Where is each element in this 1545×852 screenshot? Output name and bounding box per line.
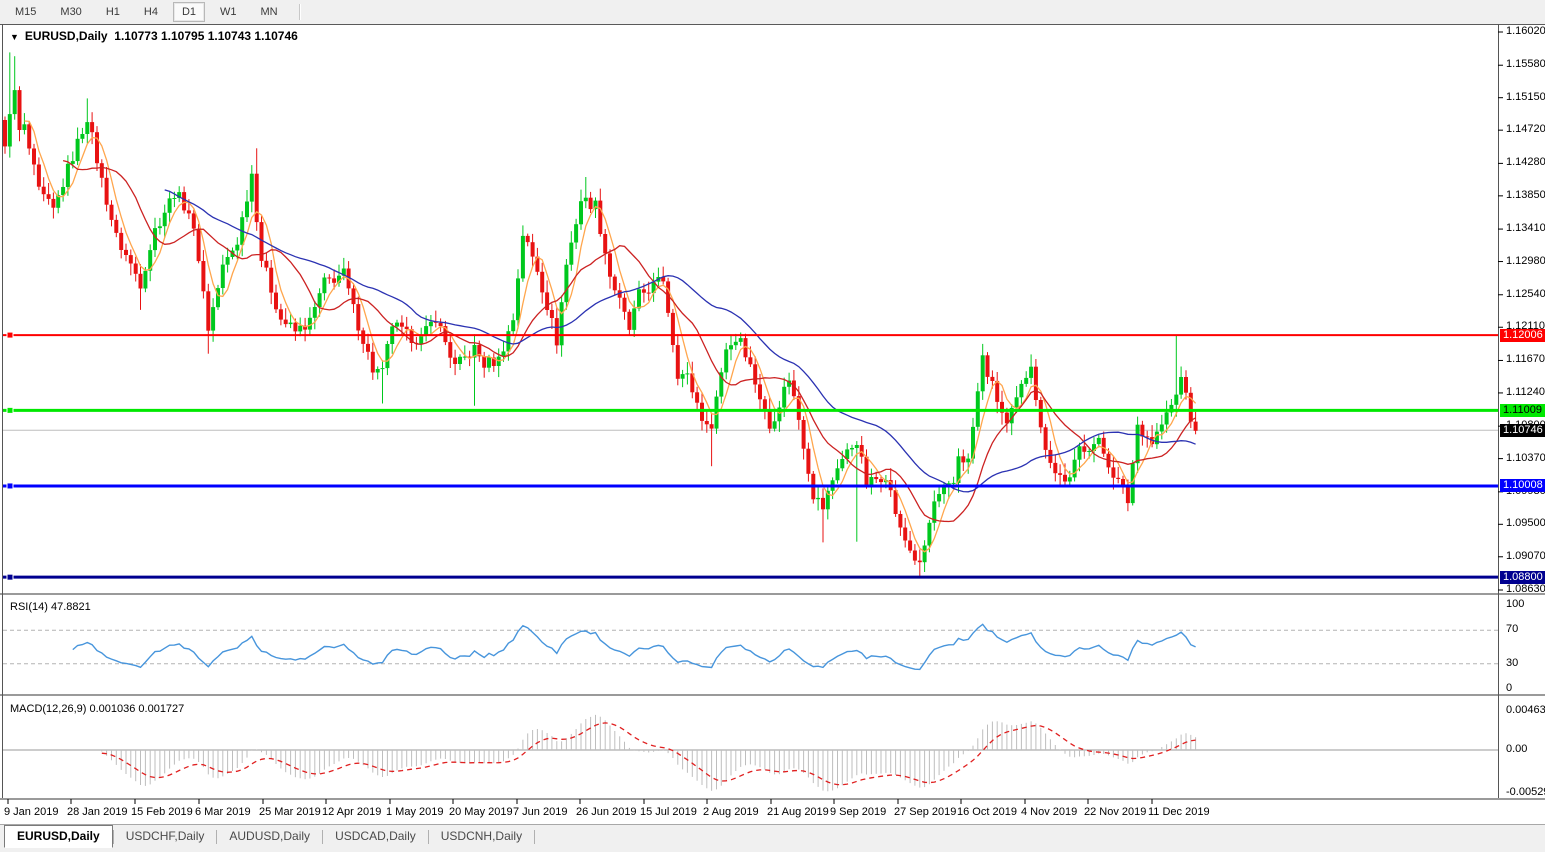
date-tick-label: 28 Jan 2019 (67, 806, 128, 818)
hline-price-badge: 1.12006 (1500, 328, 1545, 342)
timeframe-button-mn[interactable]: MN (260, 5, 278, 18)
date-tick-label: 6 Mar 2019 (195, 806, 251, 818)
macd-tick-label: 0.00463 (1506, 703, 1545, 716)
hline-price-badge: 1.10008 (1500, 479, 1545, 493)
price-tick-label: 1.13850 (1506, 188, 1545, 201)
date-tick-label: 25 Mar 2019 (259, 806, 321, 818)
price-tick-label: 1.09500 (1506, 517, 1545, 530)
toolbar-separator (298, 3, 301, 20)
tab-separator (534, 830, 536, 844)
date-tick-label: 20 May 2019 (449, 806, 513, 818)
tab-separator (322, 830, 324, 844)
date-tick-label: 16 Oct 2019 (957, 806, 1017, 818)
macd-tick-label: -0.00529 (1506, 786, 1545, 798)
date-tick-label: 12 Apr 2019 (322, 806, 382, 818)
price-tick-label: 1.14720 (1506, 123, 1545, 136)
date-tick-label: 15 Jul 2019 (640, 806, 697, 818)
hline-price-badge: 1.08800 (1500, 570, 1545, 584)
timeframe-button-h4[interactable]: H4 (143, 5, 158, 18)
price-tick-label: 1.15150 (1506, 90, 1545, 103)
current-price-badge: 1.10746 (1500, 423, 1545, 437)
price-tick-label: 1.13410 (1506, 222, 1545, 235)
macd-tick-label: 0.00 (1506, 743, 1528, 755)
price-tick-label: 1.16020 (1506, 25, 1545, 37)
tab-separator (216, 830, 218, 844)
price-tick-label: 1.10370 (1506, 451, 1545, 464)
timeframe-button-h1[interactable]: H1 (105, 5, 120, 18)
price-tick-label: 1.15580 (1506, 58, 1545, 71)
rsi-tick-label: 100 (1506, 598, 1525, 610)
chart-tab-bar: EURUSD,Daily USDCHF,Daily AUDUSD,Daily USDC… (0, 824, 1545, 852)
chart-tab-eurusd[interactable]: EURUSD,Daily (4, 825, 113, 848)
chart-tab-usdcad[interactable]: USDCAD,Daily (335, 829, 416, 843)
price-tick-label: 1.11240 (1506, 385, 1545, 398)
tab-separator (427, 830, 429, 844)
rsi-panel[interactable] (0, 595, 1545, 694)
rsi-tick-label: 30 (1506, 656, 1519, 669)
price-tick-label: 1.12980 (1506, 254, 1545, 267)
rsi-tick-label: 70 (1506, 623, 1519, 636)
price-tick-label: 1.12540 (1506, 287, 1545, 300)
date-tick-label: 15 Feb 2019 (131, 806, 193, 818)
price-tick-label: 1.09070 (1506, 549, 1545, 562)
date-tick-label: 26 Jun 2019 (576, 806, 637, 818)
rsi-tick-label: 0 (1506, 682, 1513, 694)
chart-tab-usdchf[interactable]: USDCHF,Daily (125, 829, 205, 843)
date-axis[interactable]: 9 Jan 2019 28 Jan 2019 15 Feb 2019 6 Mar 20… (0, 800, 1545, 824)
date-tick-label: 7 Jun 2019 (513, 806, 568, 818)
main-chart-panel[interactable] (0, 24, 1545, 593)
date-tick-label: 27 Sep 2019 (894, 806, 957, 818)
date-tick-label: 9 Sep 2019 (830, 806, 887, 818)
chart-ohlc-values: 1.10773 1.10795 1.10743 1.10746 (114, 29, 298, 43)
date-tick-label: 9 Jan 2019 (4, 806, 59, 818)
date-tick-label: 1 May 2019 (386, 806, 444, 818)
macd-panel[interactable] (0, 696, 1545, 798)
price-tick-label: 1.14280 (1506, 156, 1545, 169)
macd-header: MACD(12,26,9) 0.001036 0.001727 (10, 703, 185, 715)
timeframe-button-m30[interactable]: M30 (60, 5, 82, 18)
date-tick-label: 2 Aug 2019 (703, 806, 759, 818)
rsi-header: RSI(14) 47.8821 (10, 601, 91, 613)
date-tick-label: 4 Nov 2019 (1021, 806, 1078, 818)
date-tick-label: 21 Aug 2019 (767, 806, 829, 818)
chart-symbol-label: EURUSD,Daily (24, 29, 108, 43)
chevron-down-icon[interactable]: ▼ (10, 32, 19, 42)
tab-separator (112, 830, 114, 844)
timeframe-button-w1[interactable]: W1 (220, 5, 237, 18)
price-tick-label: 1.11670 (1506, 353, 1545, 366)
hline-price-badge: 1.11009 (1500, 403, 1545, 417)
chart-title: ▼ EURUSD,Daily 1.10773 1.10795 1.10743 1.… (10, 29, 298, 43)
chart-tab-audusd[interactable]: AUDUSD,Daily (229, 829, 311, 843)
chart-tab-usdcnh[interactable]: USDCNH,Daily (440, 829, 523, 843)
timeframe-button-d1[interactable]: D1 (172, 1, 205, 22)
date-tick-label: 22 Nov 2019 (1084, 806, 1147, 818)
price-tick-label: 1.08630 (1506, 583, 1545, 595)
date-tick-label: 11 Dec 2019 (1148, 806, 1210, 818)
timeframe-button-m15[interactable]: M15 (15, 5, 37, 18)
timeframe-toolbar: M15 M30 H1 H4 D1 W1 MN (0, 0, 1545, 23)
